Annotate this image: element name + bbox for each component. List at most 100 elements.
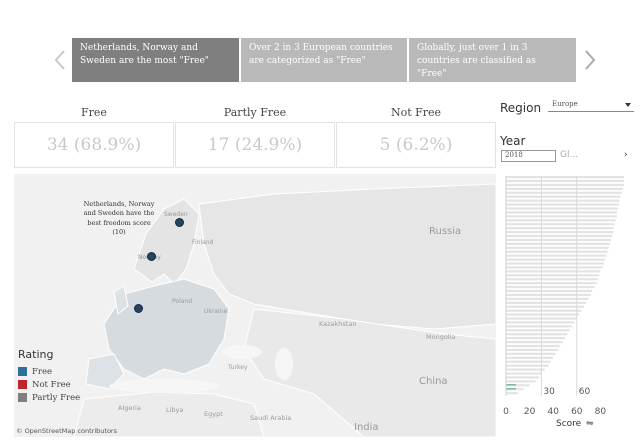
- map-marker-norway[interactable]: [147, 252, 156, 261]
- score-bar[interactable]: [506, 352, 556, 355]
- region-filter-label: Region: [500, 101, 542, 115]
- score-bar[interactable]: [506, 176, 624, 179]
- map-label-libya: Libya: [166, 406, 184, 414]
- score-bar[interactable]: [506, 301, 587, 304]
- map-background: [14, 174, 496, 437]
- sort-icon[interactable]: ⇋: [586, 419, 594, 429]
- score-bar[interactable]: [506, 231, 614, 234]
- score-bar-chart[interactable]: 30 60 0 20 40 60 80: [498, 170, 628, 418]
- score-bar-highlight: [506, 388, 516, 390]
- score-bar[interactable]: [506, 187, 623, 190]
- story-point-1[interactable]: Netherlands, Norway and Sweden are the m…: [72, 38, 239, 82]
- map-attribution[interactable]: © OpenStreetMap contributors: [16, 427, 117, 435]
- score-bar[interactable]: [506, 384, 530, 387]
- score-bar[interactable]: [506, 341, 563, 344]
- map-marker-sweden[interactable]: [175, 218, 184, 227]
- score-bar[interactable]: [506, 274, 600, 277]
- next-story-arrow[interactable]: [580, 40, 600, 80]
- score-bar[interactable]: [506, 293, 591, 297]
- region-selected-value: Europe: [552, 100, 578, 108]
- year-filter-label: Year: [500, 134, 526, 148]
- score-bar[interactable]: [506, 242, 610, 245]
- map-label-mongolia: Mongolia: [426, 333, 456, 341]
- score-bar[interactable]: [506, 289, 593, 293]
- score-bar[interactable]: [506, 183, 624, 187]
- score-bar[interactable]: [506, 376, 540, 379]
- map-label-russia: Russia: [429, 226, 462, 237]
- score-bar[interactable]: [506, 258, 606, 261]
- legend-swatch-free: [18, 367, 27, 376]
- score-bar[interactable]: [506, 297, 589, 300]
- score-bar[interactable]: [506, 392, 518, 395]
- map-view[interactable]: Netherlands, Norway and Sweden have the …: [14, 174, 496, 437]
- score-bar[interactable]: [506, 266, 603, 269]
- year-input[interactable]: 2018: [501, 150, 556, 162]
- score-bar[interactable]: [506, 325, 573, 328]
- kpi-partly-free-value: 17 (24.9%): [175, 122, 335, 168]
- score-reference-label: 30: [543, 387, 555, 397]
- legend-title: Rating: [18, 348, 54, 361]
- score-bar[interactable]: [506, 211, 617, 214]
- score-bar[interactable]: [506, 199, 620, 202]
- score-bar[interactable]: [506, 329, 570, 332]
- score-bar[interactable]: [506, 278, 599, 281]
- score-bar[interactable]: [506, 246, 609, 249]
- score-bar[interactable]: [506, 368, 545, 371]
- score-bar[interactable]: [506, 207, 619, 210]
- score-bar[interactable]: [506, 364, 549, 367]
- score-bar[interactable]: [506, 250, 608, 253]
- score-bar[interactable]: [506, 348, 558, 352]
- legend-swatch-partly-free: [18, 393, 27, 402]
- score-reference-label: 60: [579, 387, 591, 397]
- score-bar[interactable]: [506, 380, 536, 383]
- score-bar[interactable]: [506, 360, 551, 363]
- score-tick-label: 0: [503, 407, 509, 417]
- score-bar[interactable]: [506, 238, 612, 242]
- score-tick-label: 20: [524, 407, 536, 417]
- score-bar[interactable]: [506, 203, 620, 206]
- score-bar[interactable]: [506, 215, 617, 218]
- score-bar[interactable]: [506, 219, 616, 222]
- score-bar[interactable]: [506, 195, 621, 198]
- score-bar[interactable]: [506, 305, 584, 308]
- chevron-left-icon: [54, 50, 65, 70]
- score-bar[interactable]: [506, 344, 561, 348]
- legend-item-not-free[interactable]: Not Free: [18, 378, 80, 391]
- score-bar[interactable]: [506, 372, 542, 375]
- score-bar[interactable]: [506, 254, 607, 257]
- year-next-button[interactable]: ›: [624, 150, 628, 160]
- score-bar[interactable]: [506, 333, 568, 336]
- map-annotation: Netherlands, Norway and Sweden have the …: [83, 200, 155, 237]
- kpi-free-value: 34 (68.9%): [14, 122, 174, 168]
- legend-label-not-free: Not Free: [32, 379, 71, 390]
- legend-label-free: Free: [32, 366, 53, 377]
- score-bar[interactable]: [506, 356, 554, 359]
- score-bar[interactable]: [506, 191, 622, 194]
- map-label-saudi-arabia: Saudi Arabia: [250, 414, 292, 422]
- map-marker-netherlands[interactable]: [134, 304, 143, 313]
- score-bar[interactable]: [506, 262, 604, 265]
- score-bar[interactable]: [506, 282, 597, 285]
- score-bar[interactable]: [506, 270, 601, 273]
- score-bar[interactable]: [506, 313, 580, 316]
- story-point-3[interactable]: Globally, just over 1 in 3 countries are…: [409, 38, 576, 82]
- map-label-finland: Finland: [192, 239, 214, 246]
- region-dropdown[interactable]: Europe: [548, 100, 634, 112]
- map-label-china: China: [419, 376, 448, 387]
- map-label-turkey: Turkey: [228, 364, 248, 371]
- score-bar[interactable]: [506, 234, 613, 238]
- legend-item-free[interactable]: Free: [18, 365, 80, 378]
- legend-item-partly-free[interactable]: Partly Free: [18, 391, 80, 404]
- score-bar[interactable]: [506, 179, 624, 183]
- map-label-poland: Poland: [172, 298, 193, 305]
- score-bar[interactable]: [506, 309, 582, 312]
- map-label-algeria: Algeria: [118, 404, 141, 412]
- score-bar[interactable]: [506, 321, 575, 324]
- score-bar[interactable]: [506, 337, 565, 340]
- rating-legend: Rating Free Not Free Partly Free: [18, 348, 80, 404]
- previous-story-arrow[interactable]: [50, 40, 70, 80]
- story-point-2[interactable]: Over 2 in 3 European countries are categ…: [241, 38, 407, 82]
- score-bar[interactable]: [506, 223, 615, 226]
- score-bar[interactable]: [506, 227, 614, 230]
- score-bar[interactable]: [506, 286, 595, 289]
